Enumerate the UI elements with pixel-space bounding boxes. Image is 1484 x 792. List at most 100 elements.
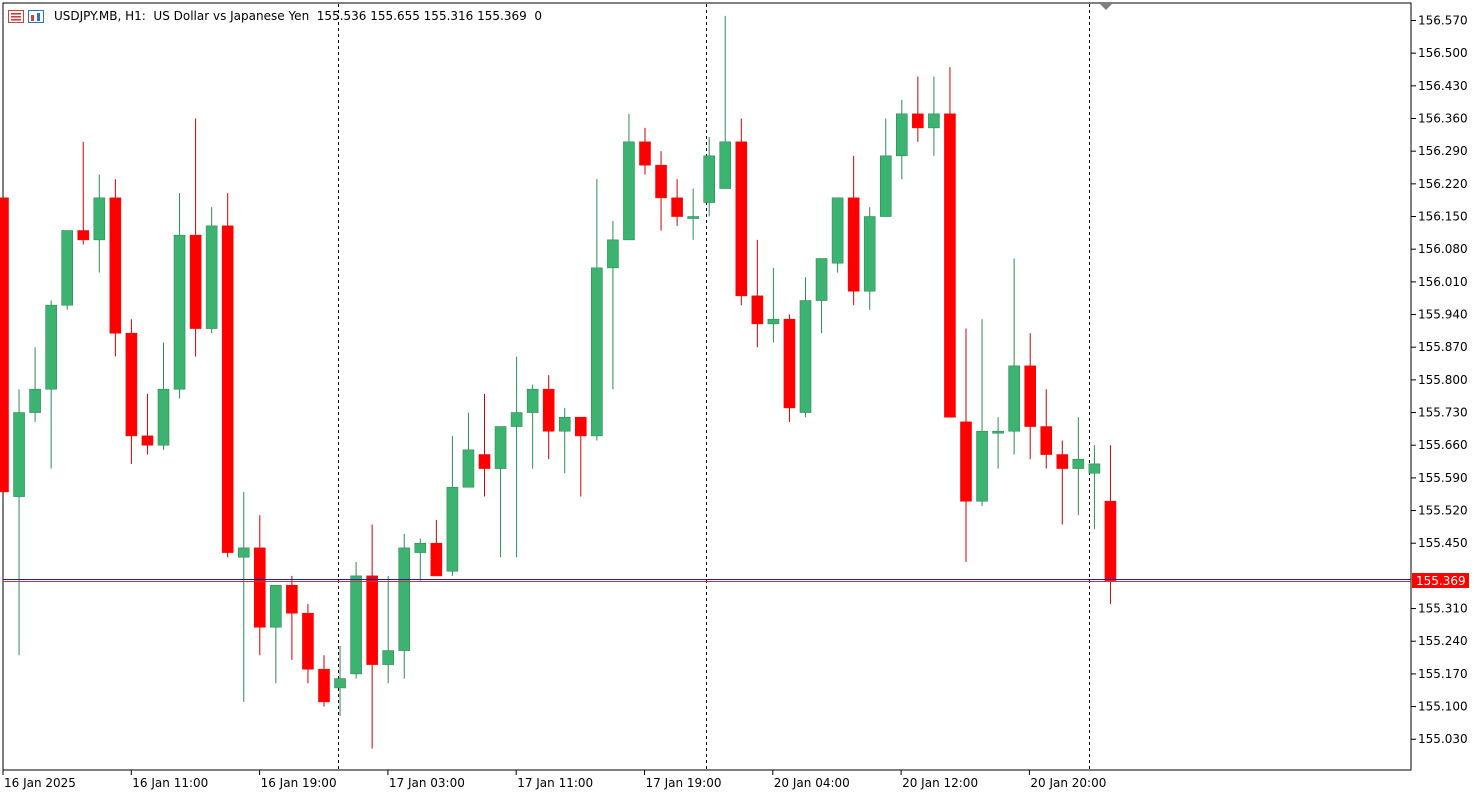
chart-shift-marker-icon[interactable] (1100, 4, 1112, 10)
candle-40[interactable] (639, 127, 651, 175)
candle-10[interactable] (157, 342, 170, 450)
candle-16[interactable] (254, 515, 266, 656)
candle-body (77, 230, 90, 241)
candle-44[interactable] (703, 137, 716, 217)
candle-0[interactable] (0, 197, 9, 493)
candle-65[interactable] (1040, 389, 1053, 469)
candle-28[interactable] (446, 435, 459, 576)
candle-31[interactable] (494, 426, 507, 558)
candle-52[interactable] (831, 197, 844, 273)
candle-54[interactable] (863, 207, 876, 310)
candle-21[interactable] (334, 645, 346, 716)
candle-6[interactable] (93, 174, 106, 273)
candle-body (0, 197, 9, 493)
candle-body (29, 388, 41, 413)
candle-body (414, 542, 427, 553)
candle-body (494, 426, 507, 469)
candle-45[interactable] (719, 15, 732, 189)
candle-2[interactable] (29, 347, 41, 422)
candle-49[interactable] (783, 314, 796, 422)
candle-body (960, 421, 972, 502)
time-tick-label: 17 Jan 19:00 (646, 776, 722, 790)
candle-12[interactable] (189, 118, 202, 357)
candle-body (270, 584, 282, 628)
candle-7[interactable] (109, 179, 122, 357)
candle-35[interactable] (558, 407, 571, 474)
candle-3[interactable] (45, 300, 57, 469)
candle-body (574, 416, 587, 437)
candle-15[interactable] (237, 491, 250, 702)
candle-39[interactable] (623, 113, 635, 241)
candle-50[interactable] (799, 277, 812, 418)
candle-61[interactable] (976, 319, 988, 506)
price-tick-label: 156.360 (1418, 112, 1468, 126)
candle-60[interactable] (960, 328, 972, 562)
candle-23[interactable] (366, 524, 378, 749)
candle-55[interactable] (879, 118, 892, 217)
candle-63[interactable] (1008, 258, 1020, 455)
candle-26[interactable] (414, 538, 427, 581)
candle-38[interactable] (607, 221, 619, 390)
candle-body (125, 332, 138, 437)
chart-properties-icon[interactable] (28, 9, 44, 23)
candle-58[interactable] (928, 76, 940, 156)
candle-14[interactable] (221, 193, 234, 558)
candle-33[interactable] (526, 384, 539, 469)
candle-9[interactable] (141, 393, 154, 455)
price-tick-label: 155.170 (1418, 667, 1468, 681)
candle-32[interactable] (510, 356, 523, 558)
candle-body (350, 575, 362, 675)
candle-41[interactable] (655, 151, 667, 231)
candle-body (302, 612, 314, 670)
candle-body (1056, 454, 1069, 469)
candle-body (189, 234, 202, 329)
price-tick-label: 156.290 (1418, 144, 1468, 158)
candle-13[interactable] (205, 207, 218, 334)
candle-11[interactable] (173, 193, 186, 399)
candle-37[interactable] (591, 179, 603, 441)
candle-19[interactable] (302, 603, 314, 684)
price-tick-label: 156.500 (1418, 46, 1468, 60)
candle-5[interactable] (77, 141, 90, 245)
candle-51[interactable] (815, 258, 828, 334)
candle-30[interactable] (478, 393, 491, 497)
candle-47[interactable] (751, 239, 764, 348)
candle-66[interactable] (1056, 440, 1069, 525)
candle-8[interactable] (125, 319, 138, 464)
candle-29[interactable] (462, 412, 475, 488)
candle-20[interactable] (318, 655, 330, 707)
candle-56[interactable] (895, 99, 908, 180)
candle-body (45, 304, 57, 390)
candle-67[interactable] (1072, 417, 1085, 516)
candle-59[interactable] (944, 67, 956, 418)
price-tick-label: 155.590 (1418, 471, 1468, 485)
candle-4[interactable] (61, 230, 74, 310)
candle-42[interactable] (671, 179, 683, 226)
candle-36[interactable] (574, 416, 587, 497)
candle-body (430, 542, 443, 577)
candle-69[interactable] (1104, 445, 1117, 604)
candle-64[interactable] (1024, 333, 1036, 460)
candle-17[interactable] (270, 584, 282, 684)
candle-24[interactable] (382, 575, 395, 684)
chart-window-icon[interactable] (8, 9, 24, 23)
candle-68[interactable] (1088, 445, 1101, 530)
candle-25[interactable] (398, 533, 411, 679)
candle-27[interactable] (430, 519, 443, 577)
candle-57[interactable] (912, 76, 924, 142)
candle-body (831, 197, 844, 264)
candle-1[interactable] (13, 389, 25, 656)
current-price-label-bg (1412, 573, 1469, 589)
candle-46[interactable] (735, 118, 748, 306)
candle-53[interactable] (847, 155, 860, 306)
price-tick-label: 156.010 (1418, 275, 1468, 289)
candle-48[interactable] (767, 267, 780, 343)
candle-62[interactable] (992, 417, 1004, 469)
candle-18[interactable] (286, 575, 298, 660)
candle-34[interactable] (542, 375, 555, 460)
candle-body (879, 155, 892, 217)
time-tick-label: 16 Jan 19:00 (261, 776, 337, 790)
price-tick-label: 155.520 (1418, 504, 1468, 518)
candle-43[interactable] (687, 188, 699, 240)
